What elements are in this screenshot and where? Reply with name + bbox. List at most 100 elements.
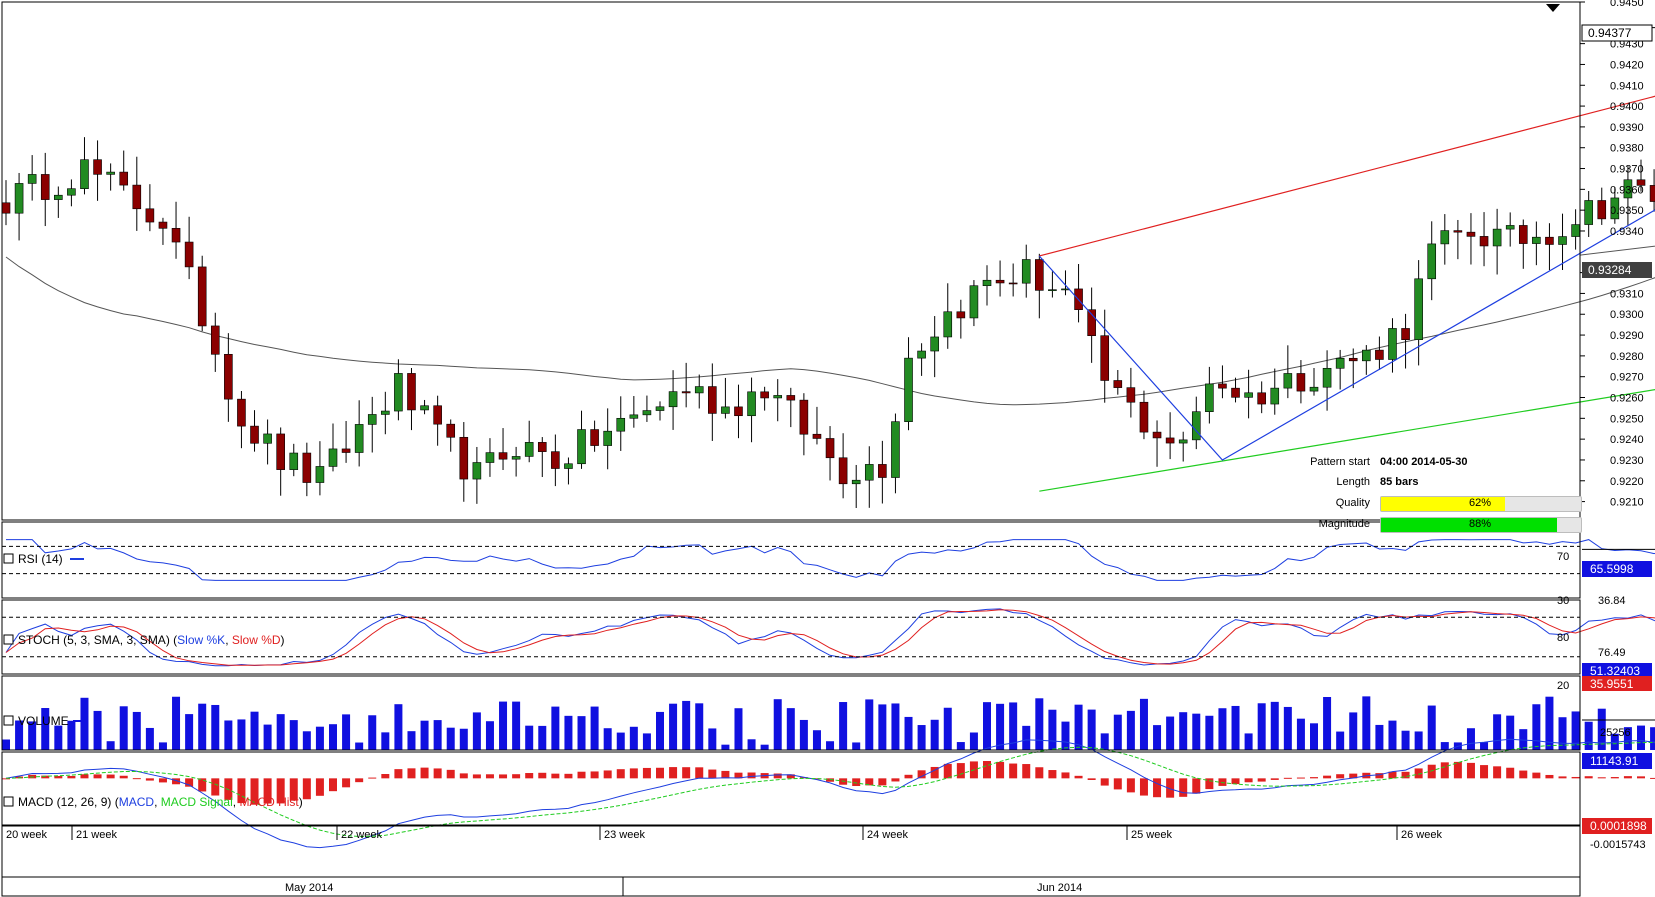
macd-hist-bar (891, 778, 900, 782)
macd-hist-bar (1126, 778, 1135, 793)
volume-bar (577, 716, 586, 750)
candle-body (27, 174, 37, 184)
volume-bar (1009, 702, 1018, 750)
macd-label: MACD (12, 26, 9) (MACD, MACD Signal, MAC… (18, 795, 303, 809)
week-label: 21 week (76, 829, 117, 841)
macd-hist-bar (67, 775, 76, 779)
macd-hist-bar (1061, 772, 1070, 779)
macd-hist-bar (695, 767, 704, 779)
rsi-line (6, 539, 1655, 581)
volume-bar (54, 725, 63, 750)
volume-bar (315, 726, 324, 750)
candle-body (1479, 236, 1489, 247)
candle-body (420, 405, 429, 411)
candle-body (1427, 243, 1437, 280)
week-label: 22 week (341, 829, 382, 841)
candle-body (668, 391, 678, 408)
candle-body (524, 442, 534, 457)
macd-hist-bar (629, 768, 638, 779)
candle-body (930, 336, 939, 352)
volume-bar (41, 708, 50, 750)
stoch-d-name: Slow %D (232, 633, 281, 647)
panel-frame (1, 1, 1581, 521)
macd-hist-bar (1192, 778, 1201, 794)
candle-body (969, 285, 979, 319)
candle-body (341, 448, 351, 453)
volume-bar (695, 703, 704, 750)
candle-body (1283, 373, 1293, 389)
macd-hist-bar (237, 778, 246, 804)
candle-body (681, 391, 691, 394)
volume-bar (132, 711, 141, 750)
volume-bar (1257, 703, 1266, 750)
macd-hist-bar (1453, 761, 1462, 779)
volume-bar (1139, 698, 1148, 750)
macd-hist-bar (799, 777, 808, 779)
stoch-k-name: Slow %K (177, 633, 225, 647)
volume-bar (1362, 696, 1371, 750)
volume-bar (1231, 705, 1240, 750)
y-tick-label: 0.9260 (1610, 393, 1644, 405)
y-tick-label: 0.9370 (1610, 164, 1644, 176)
volume-bar (943, 707, 952, 750)
volume-bar (917, 725, 926, 750)
candle-body (184, 241, 194, 268)
candle-body (119, 171, 129, 186)
magnitude-bar-fill (1381, 518, 1557, 532)
candle-body (315, 466, 325, 483)
macd-hist-bar (499, 774, 508, 779)
macd-hist-bar (1558, 776, 1567, 779)
candle-body (1035, 259, 1044, 291)
volume-bar (1205, 715, 1214, 750)
price-axis-flag: 0.94377 (1581, 24, 1653, 42)
y-tick-label: 0.9430 (1610, 39, 1644, 51)
y-tick-label: 0.9240 (1610, 434, 1644, 446)
volume-bar (603, 728, 612, 750)
volume-panel (2, 696, 1655, 750)
candle-body (472, 462, 482, 480)
volume-bar (512, 701, 521, 750)
volume-bar (158, 742, 167, 750)
candle-body (433, 405, 442, 425)
macd-hist-bar (1035, 767, 1044, 779)
candle-body (616, 417, 626, 432)
pattern-zigzag (1038, 209, 1655, 461)
candle-body (982, 279, 992, 287)
quality-bar: 62% (1380, 496, 1582, 512)
volume-bar (708, 728, 717, 750)
candle-body (407, 373, 416, 411)
volume-bar (28, 721, 37, 750)
macd-label-prefix: MACD (12, 26, 9) (18, 795, 111, 809)
volume-bar (93, 710, 102, 750)
macd-hist-bar (1650, 777, 1655, 779)
volume-bar (1427, 705, 1436, 750)
candle-body (1558, 236, 1567, 245)
macd-hist-bar (1637, 776, 1645, 779)
candle-body (54, 194, 63, 200)
macd-hist-bar (276, 778, 285, 804)
macd-hist-bar (1623, 776, 1632, 779)
collapse-arrow-icon[interactable] (1546, 4, 1560, 12)
macd-hist-bar (1231, 778, 1240, 785)
upper-trend-line (1039, 95, 1655, 257)
macd-hist-bar (211, 778, 220, 796)
macd-hist-bar (420, 767, 429, 779)
candle-body (354, 424, 364, 453)
macd-hist-bar (1009, 763, 1018, 779)
macd-hist-bar (407, 768, 416, 779)
volume-bar (1506, 715, 1515, 750)
macd-hist-bar (172, 778, 181, 785)
macd-hist-bar (930, 766, 939, 779)
macd-value-flag (1582, 818, 1652, 834)
volume-bar (564, 715, 573, 750)
macd-hist-bar (1336, 774, 1345, 779)
macd-hist-bar (1323, 775, 1332, 779)
candle-body (511, 456, 521, 460)
volume-bar (983, 702, 991, 750)
volume-bar (969, 732, 978, 750)
macd-hist-bar (41, 775, 50, 779)
volume-bar (721, 744, 730, 750)
panel-frame (1, 599, 1581, 675)
volume-bar (1545, 696, 1554, 750)
macd-hist-bar (551, 773, 560, 779)
